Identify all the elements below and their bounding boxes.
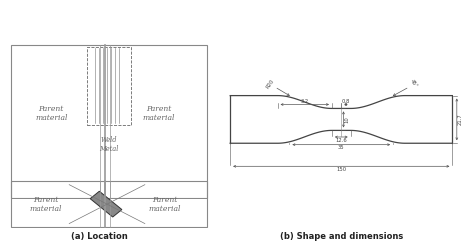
Text: (a) Location: (a) Location	[71, 232, 128, 241]
Text: Parent
material: Parent material	[143, 105, 175, 122]
Text: R20: R20	[265, 78, 275, 89]
Text: 35: 35	[338, 145, 345, 150]
Text: 0.8: 0.8	[342, 99, 350, 104]
Text: Parent
material: Parent material	[29, 196, 62, 213]
Text: 10: 10	[344, 116, 349, 123]
Text: (b) Shape and dimensions: (b) Shape and dimensions	[280, 232, 403, 241]
Text: Weld
Metal: Weld Metal	[100, 136, 118, 153]
Bar	[87, 47, 131, 125]
Text: 45°: 45°	[409, 78, 419, 89]
Polygon shape	[90, 191, 122, 217]
Text: 21.7: 21.7	[458, 113, 463, 125]
Text: Parent
material: Parent material	[148, 196, 181, 213]
Text: Parent
material: Parent material	[35, 105, 67, 122]
Text: 150: 150	[336, 167, 346, 172]
Text: 3.2: 3.2	[301, 99, 309, 104]
Text: 12.6: 12.6	[336, 138, 347, 143]
